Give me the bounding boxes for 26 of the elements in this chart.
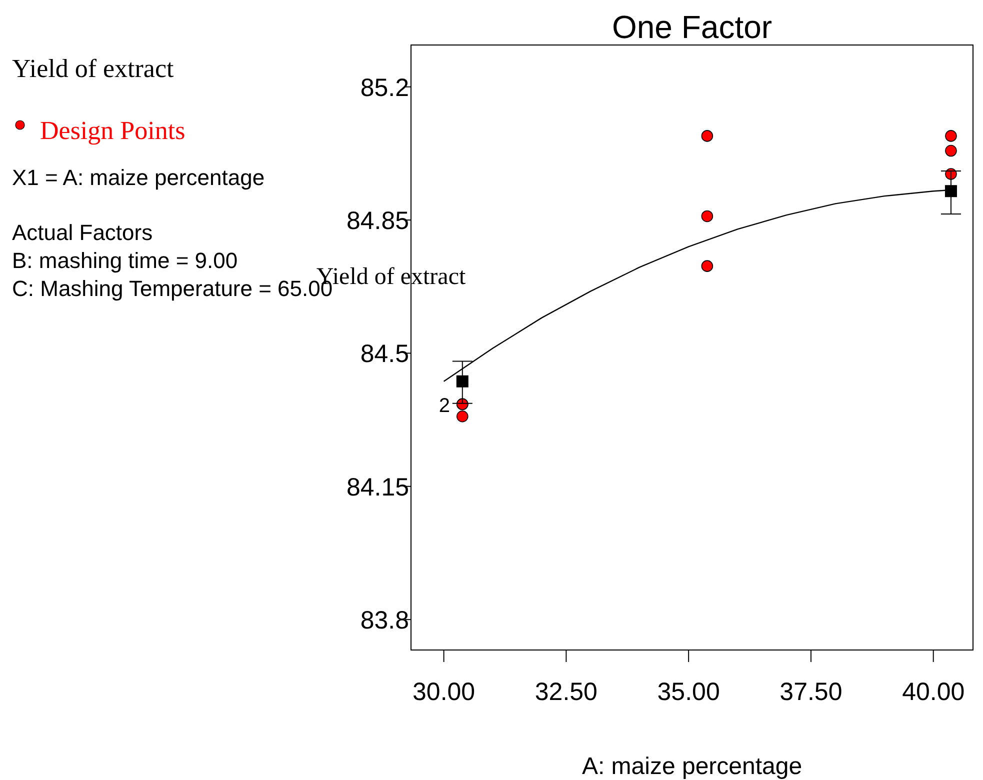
y-tick-label: 84.85 xyxy=(346,207,409,236)
point xyxy=(701,130,714,142)
point xyxy=(945,130,957,142)
annotation: 2 xyxy=(438,395,450,418)
legend-label: Design Points xyxy=(40,116,186,145)
point xyxy=(456,410,468,422)
y-tick-label: 83.8 xyxy=(360,606,409,635)
point xyxy=(456,375,468,388)
text: X1 = A: maize percentage xyxy=(12,165,265,190)
y-tick-label: 85.2 xyxy=(360,74,409,102)
x-tick-label: 30.00 xyxy=(412,678,476,706)
x-tick-label: 35.00 xyxy=(657,678,720,706)
text: B: mashing time = 9.00 xyxy=(12,248,238,273)
text: Yield of extract xyxy=(12,54,174,83)
text: Actual Factors xyxy=(12,220,153,245)
x-tick-label: 37.50 xyxy=(780,678,842,706)
y-tick-label: 84.5 xyxy=(360,340,409,368)
x-tick-label: 32.50 xyxy=(534,678,598,706)
x-tick-label: 40.00 xyxy=(902,678,965,706)
x-axis-title: A: maize percentage xyxy=(582,753,802,780)
point xyxy=(701,210,714,222)
y-tick-label: 84.15 xyxy=(346,473,409,502)
point xyxy=(945,144,957,157)
point xyxy=(944,185,957,198)
point xyxy=(701,260,714,272)
chart-title: One Factor xyxy=(612,9,772,45)
